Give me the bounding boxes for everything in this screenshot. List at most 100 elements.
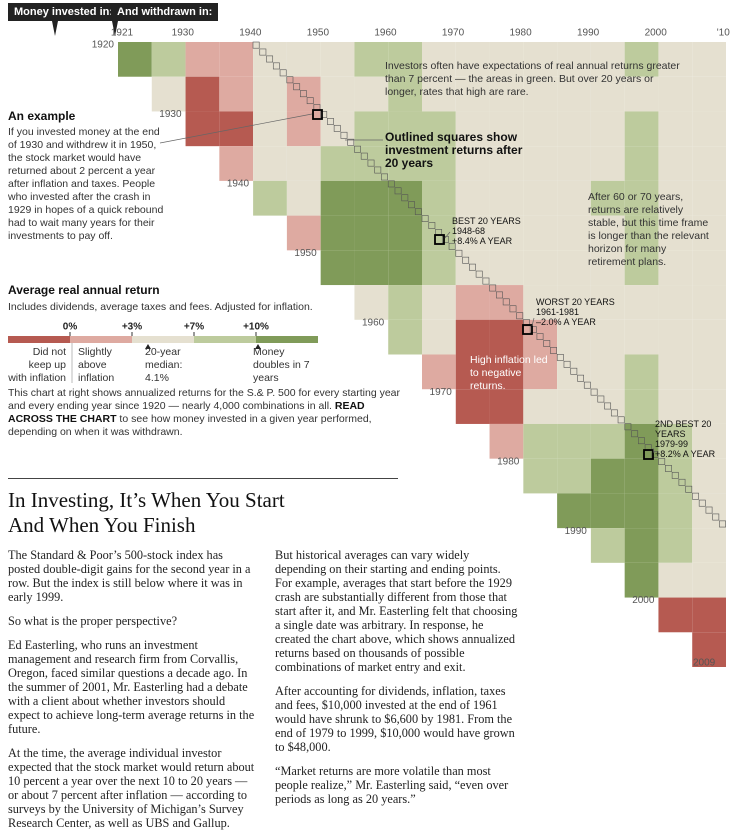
cell [253, 180, 287, 216]
cell [489, 285, 524, 320]
cell [253, 146, 287, 181]
cell [590, 354, 625, 390]
cell [658, 250, 693, 286]
paragraph: But historical averages can vary widely … [275, 548, 518, 674]
diagonal-square [387, 180, 395, 188]
diagonal-square [665, 465, 672, 472]
cell [624, 76, 659, 112]
cell [692, 562, 726, 598]
cell [692, 146, 726, 181]
legend-description: Slightly above inflation [78, 346, 115, 384]
diagonal-square [347, 138, 355, 146]
cell [354, 215, 389, 251]
cell [523, 423, 558, 459]
legend-subtitle: Includes dividends, average taxes and fe… [8, 301, 313, 313]
diagonal-square [719, 520, 726, 528]
label: +8.4% A YEAR [452, 236, 513, 246]
diagonal-square [651, 451, 659, 458]
legend-swatch [194, 336, 256, 343]
cell [658, 319, 693, 355]
cell [557, 42, 591, 77]
diagonal-square [631, 430, 639, 438]
paragraph: At the time, the average individual inve… [8, 746, 255, 830]
cell [590, 458, 625, 494]
label: BEST 20 YEARS [452, 216, 521, 226]
cell [422, 319, 456, 355]
cell [253, 76, 287, 112]
diagonal-square [550, 347, 557, 354]
cell [590, 528, 625, 563]
cell [219, 76, 254, 112]
diagonal-square [590, 388, 598, 396]
cell [388, 76, 422, 112]
legend-tick-label: +7% [184, 322, 204, 333]
cell [692, 458, 726, 494]
diagonal-square [529, 326, 537, 334]
cell [388, 42, 422, 77]
diagonal-square [448, 242, 456, 250]
x-tick-label: 1990 [577, 28, 600, 39]
cell [286, 111, 321, 147]
cell [523, 354, 558, 390]
cell [658, 528, 693, 563]
cell [658, 42, 693, 77]
y-tick-label: 1930 [159, 109, 182, 120]
cell [253, 42, 287, 77]
legend-tick-label: +10% [243, 322, 269, 333]
cell [590, 389, 625, 424]
tab: And withdrawn in: [111, 3, 219, 21]
label: –2.0% A YEAR [536, 317, 596, 327]
cell [692, 180, 726, 216]
cell [320, 111, 355, 147]
diagonal-square [482, 277, 490, 285]
diagonal-square [394, 187, 402, 195]
cell [692, 493, 726, 529]
x-tick-label: 1921 [111, 28, 134, 39]
cell [658, 389, 693, 424]
cell [624, 458, 659, 494]
paragraph: After accounting for dividends, inflatio… [275, 684, 515, 754]
cell [557, 250, 591, 286]
page: 1921 1930 1940 1950 1960 1970 1980 1990 2000 '10 1… [8, 3, 732, 830]
annotation: BEST 20 YEARS 1948-68 +8.4% A YEAR [452, 216, 521, 246]
cell [286, 146, 321, 181]
cell [253, 111, 287, 147]
legend-marker [145, 344, 151, 349]
legend-description: Money doubles in 7 years [253, 346, 310, 384]
annotation: 2ND BEST 20 YEARS 1979-99 +8.2% A YEAR [655, 419, 732, 459]
cell [624, 528, 659, 563]
cell [489, 250, 524, 286]
cell [692, 76, 726, 112]
cell [557, 146, 591, 181]
diagonal-square [421, 215, 429, 222]
cell [692, 111, 726, 147]
cell [658, 285, 693, 320]
cell [455, 146, 490, 181]
diagonal-square [455, 249, 463, 257]
cell [455, 111, 490, 147]
cell [455, 319, 490, 355]
cell [489, 319, 524, 355]
y-tick-label: 1980 [497, 456, 520, 467]
cell [692, 42, 726, 77]
cell [422, 76, 456, 112]
cell [624, 319, 659, 355]
legend-swatch [256, 336, 318, 343]
cell [523, 458, 558, 494]
explain: This chart at right shows annualized ret… [8, 387, 403, 439]
cell [557, 76, 591, 112]
cell [354, 42, 389, 77]
diagonal-square [374, 166, 382, 174]
diagonal-square [293, 83, 301, 91]
y-tick-label: 1950 [294, 248, 317, 259]
cell [354, 180, 389, 216]
cell [590, 76, 625, 112]
cell [320, 215, 355, 251]
cell [455, 76, 490, 112]
cell [489, 180, 524, 216]
cell [422, 215, 456, 251]
diagonal-square [327, 118, 334, 125]
cell [455, 354, 490, 390]
y-tick-label: 1920 [92, 40, 115, 51]
diagonal-square [624, 423, 632, 431]
